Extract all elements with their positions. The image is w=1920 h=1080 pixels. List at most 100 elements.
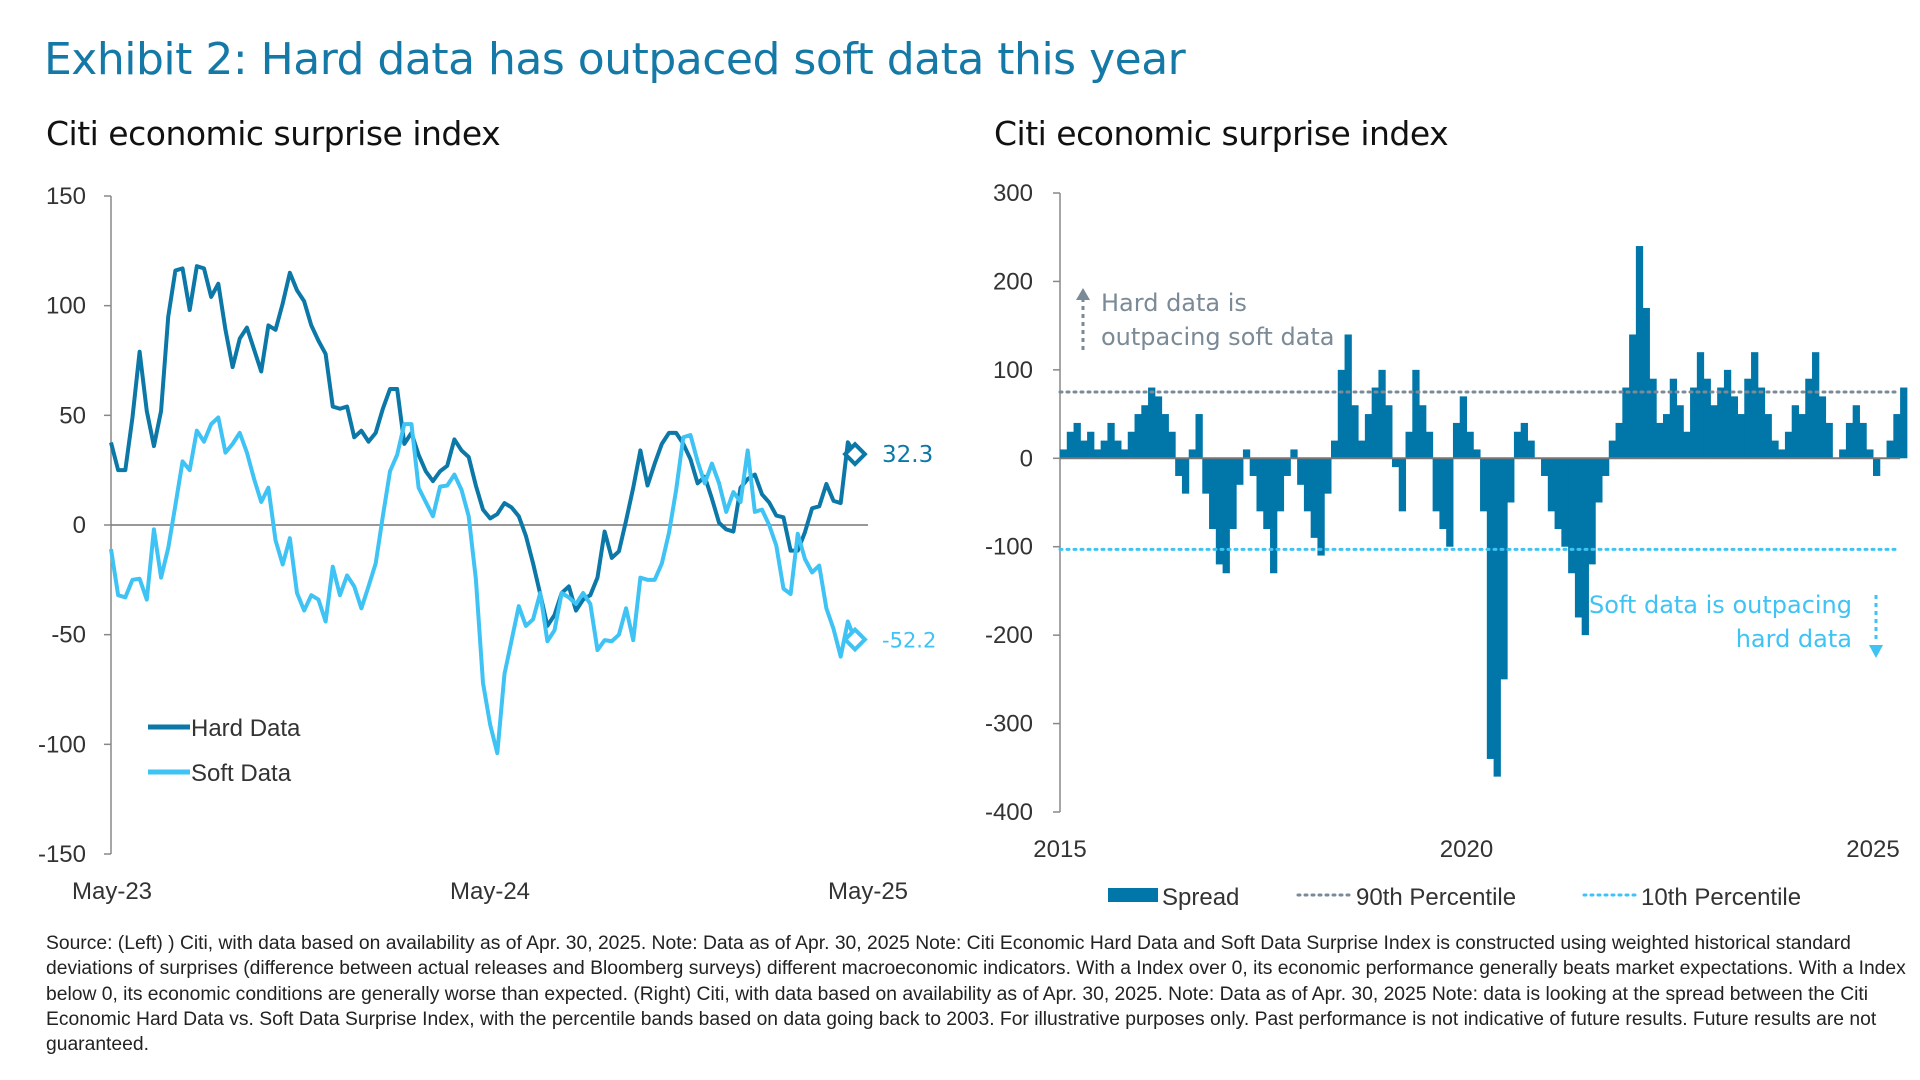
x-tick-label: May-23 [72,878,152,905]
x-tick-label: 2020 [1440,836,1493,863]
spread-bar [1547,458,1556,512]
spread-bar [1662,414,1671,459]
spread-bar [1378,369,1386,459]
x-tick-label: May-24 [450,878,530,905]
spread-bar [1290,449,1298,459]
spread-bar [1554,458,1562,530]
spread-bar [1771,440,1779,459]
spread-bar [1161,414,1169,459]
spread-bar [1886,440,1894,459]
spread-bar [1168,431,1176,459]
spread-bar [1120,449,1129,459]
spread-bar [1812,352,1820,459]
spread-bar [1900,387,1908,459]
end-value-label: 32.3 [882,442,933,468]
y-tick-label: 300 [993,180,1033,207]
spread-bar [1358,440,1366,459]
annotation-lower: hard data [1736,625,1852,653]
series-line-soft-data [109,415,857,756]
spread-bar [1541,458,1549,476]
spread-bar [1175,458,1183,476]
spread-bar [1859,422,1867,459]
spread-bar [1751,352,1759,459]
spread-bar [1242,449,1251,459]
spread-bar [1893,414,1901,459]
y-tick-label: 100 [46,293,86,320]
spread-bar [1507,458,1515,503]
spread-bar [1236,458,1244,485]
spread-bar [1148,387,1156,459]
spread-bar [1060,449,1068,459]
spread-bar [1283,458,1291,476]
y-tick-label: -50 [51,622,86,649]
legend-swatch-spread [1108,888,1158,902]
spread-bar [1656,422,1664,459]
spread-bar [1717,387,1725,459]
spread-bar [1527,440,1535,459]
spread-bar [1229,458,1237,530]
spread-bar [1873,458,1881,476]
spread-bar [1317,458,1325,556]
y-tick-label: -150 [38,841,86,868]
spread-bar [1432,458,1440,512]
spread-bar [1778,449,1786,459]
spread-bar [1446,458,1454,547]
x-tick-label: 2015 [1033,836,1086,863]
spread-bar [1331,440,1339,459]
y-tick-label: 0 [73,512,86,539]
y-tick-label: 50 [59,402,86,429]
spread-bar [1215,458,1224,565]
legend-label: Spread [1162,884,1239,911]
spread-bar [1452,422,1461,459]
spread-bar [1141,405,1149,459]
spread-bar [1425,431,1434,459]
spread-bar [1852,405,1860,459]
spread-bar [1439,458,1447,530]
spread-bar [1276,458,1285,512]
spread-bar [1114,440,1122,459]
y-tick-label: 100 [993,357,1033,384]
spread-bar [1818,396,1827,459]
legend-label: Hard Data [191,715,301,742]
spread-bar [1683,431,1691,459]
spread-bar [1649,378,1657,459]
spread-bar [1270,458,1278,574]
series-line-hard-data [109,264,857,628]
spread-bar [1202,458,1210,494]
spread-bar [1737,414,1745,459]
spread-bar [1615,422,1623,459]
spread-bar [1466,431,1474,459]
spread-bar [1486,458,1495,759]
spread-bar [1310,458,1318,538]
spread-bar [1635,246,1644,459]
spread-bar [1784,431,1793,459]
spread-bar [1371,387,1379,459]
y-tick-label: -400 [985,799,1033,826]
spread-bar [1364,414,1373,459]
spread-bar [1839,449,1847,459]
spread-bar [1791,405,1799,459]
legend-label: Soft Data [191,760,292,787]
spread-bar [1344,334,1352,459]
spread-bar [1209,458,1217,530]
left-chart-title: Citi economic surprise index [46,114,501,153]
spread-bar [1642,307,1650,459]
spread-bar [1520,422,1528,459]
spread-bar [1608,440,1617,459]
spread-bar [1764,414,1772,459]
spread-bar [1256,458,1264,512]
spread-bar [1127,431,1136,459]
spread-bar [1493,458,1501,777]
spread-bar [1107,422,1115,459]
spread-bar [1195,414,1203,459]
spread-bar [1087,431,1095,459]
spread-bar [1744,378,1752,459]
spread-bar [1093,449,1102,459]
spread-bar [1188,449,1196,459]
x-tick-label: 2025 [1846,836,1899,863]
spread-bar [1398,458,1407,512]
spread-bar [1419,405,1427,459]
spread-bar [1676,405,1684,459]
spread-bar [1710,405,1718,459]
y-tick-label: -100 [985,534,1033,561]
